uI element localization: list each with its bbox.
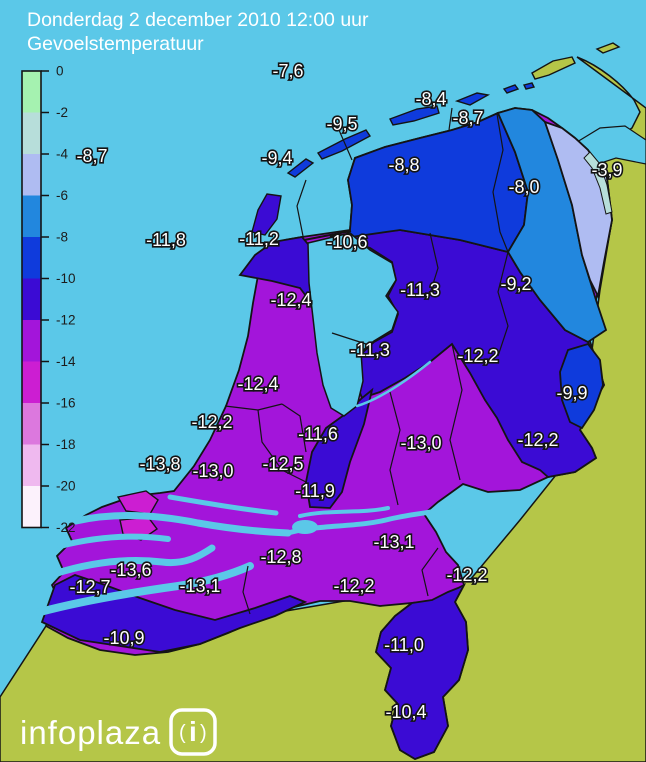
temp-label: -10,4 (385, 702, 426, 722)
infoplaza-logo-text: infoplaza (20, 714, 161, 751)
temp-label: -8,4 (415, 89, 446, 109)
legend-band (22, 196, 41, 238)
temp-label: -10,6 (326, 232, 367, 252)
legend-band (22, 403, 41, 445)
infoplaza-icon-i: i (189, 716, 197, 747)
temp-label: -11,0 (384, 635, 424, 655)
legend-band (22, 362, 41, 404)
temp-label: -10,9 (103, 628, 144, 648)
temp-label: -13,0 (400, 433, 441, 453)
temp-label: -12,2 (333, 576, 374, 596)
infoplaza-icon-paren-right: ) (200, 722, 207, 744)
biesbosch-water (292, 520, 318, 534)
temp-label: -12,5 (262, 454, 303, 474)
temp-label: -7,6 (272, 61, 303, 81)
temp-label: -12,2 (191, 412, 232, 432)
legend-band (22, 113, 41, 155)
temp-label: -12,7 (69, 577, 110, 597)
legend-tick-label: -10 (56, 271, 76, 286)
temp-label: -8,7 (76, 146, 107, 166)
temp-label: -13,8 (139, 454, 180, 474)
legend-tick-label: -20 (56, 479, 76, 494)
legend-tick-label: -2 (56, 105, 68, 120)
legend-band (22, 486, 41, 528)
temp-label: -12,4 (270, 290, 311, 310)
legend-tick-label: -6 (56, 188, 68, 203)
legend-tick-label: -12 (56, 313, 76, 328)
weather-map-window: -7,6 -8,4 -8,7 -9,5 -9,4 -8,7 -8,8 -8,0 -3,9 -11,… (0, 0, 646, 762)
legend-band (22, 445, 41, 487)
temp-label: -11,8 (146, 230, 186, 250)
temp-label: -13,1 (373, 532, 414, 552)
legend-tick-label: -4 (56, 147, 68, 162)
legend-bands (22, 71, 41, 528)
temp-label: -9,5 (326, 114, 357, 134)
map-title-line1: Donderdag 2 december 2010 12:00 uur (27, 9, 369, 31)
legend-tick-label: 0 (56, 64, 64, 79)
temp-label: -12,2 (446, 565, 487, 585)
temp-label: -9,2 (500, 274, 531, 294)
temp-label: -8,8 (388, 155, 419, 175)
legend-band (22, 279, 41, 321)
temp-label: -13,1 (179, 576, 220, 596)
temp-label: -9,9 (556, 383, 587, 403)
legend-tick-label: -22 (56, 520, 76, 535)
temp-label: -13,6 (110, 560, 151, 580)
temp-label: -12,4 (237, 374, 278, 394)
legend-tick-label: -14 (56, 354, 76, 369)
temp-label: -11,2 (239, 229, 279, 249)
legend-band (22, 154, 41, 196)
temp-label: -12,8 (260, 547, 301, 567)
temp-label: -8,0 (508, 177, 539, 197)
legend-tick-label: -8 (56, 230, 68, 245)
map-title-line2: Gevoelstemperatuur (27, 33, 204, 55)
temp-label: -11,3 (350, 340, 390, 360)
temp-label: -13,0 (192, 461, 233, 481)
infoplaza-icon-paren-left: ( (179, 722, 186, 744)
legend-band (22, 237, 41, 279)
temp-label: -3,9 (591, 160, 622, 180)
temp-label: -8,7 (452, 108, 483, 128)
legend-tick-label: -18 (56, 437, 76, 452)
temp-label: -12,2 (517, 430, 558, 450)
legend-band (22, 71, 41, 113)
legend-tick-label: -16 (56, 396, 76, 411)
temp-label: -11,3 (400, 280, 440, 300)
legend-band (22, 320, 41, 362)
temp-label: -12,2 (457, 346, 498, 366)
temp-label: -11,9 (295, 481, 335, 501)
gevoelstemperatuur-map: -7,6 -8,4 -8,7 -9,5 -9,4 -8,7 -8,8 -8,0 -3,9 -11,… (0, 0, 646, 762)
temp-label: -11,6 (298, 424, 338, 444)
temp-label: -9,4 (261, 148, 292, 168)
